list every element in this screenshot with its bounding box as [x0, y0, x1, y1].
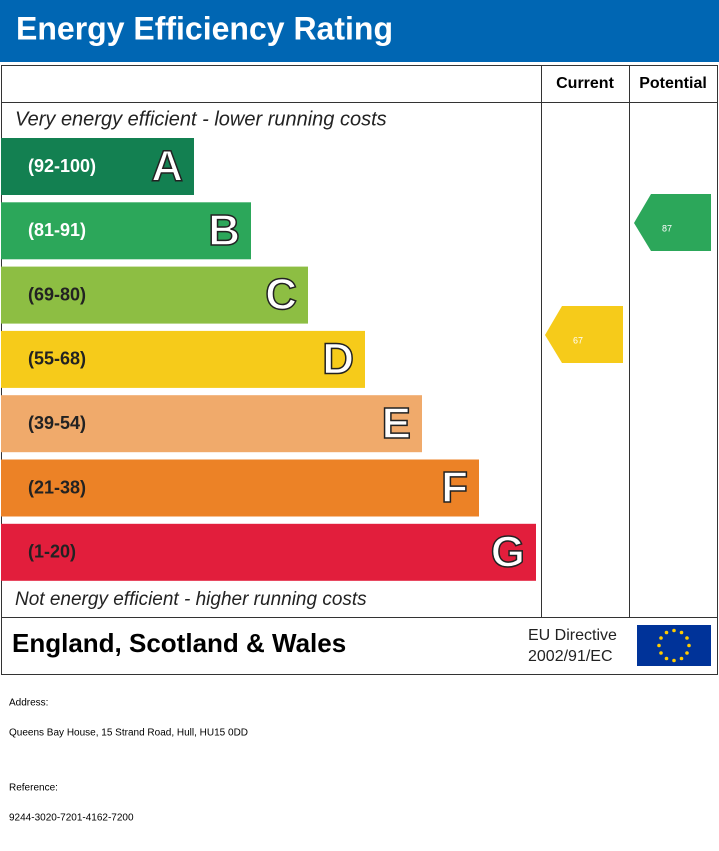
star — [659, 651, 663, 655]
band-range: (92-100) — [28, 156, 96, 176]
band — [1, 459, 479, 517]
address-label: Address: — [9, 698, 48, 709]
band-letter: E — [382, 399, 411, 448]
top-note: Very energy efficient - lower running co… — [15, 108, 387, 130]
band-letter: B — [208, 206, 240, 255]
column-header: Current — [556, 75, 614, 92]
band — [1, 202, 251, 260]
potential-rating: 87 — [662, 223, 672, 233]
star — [664, 630, 669, 635]
band — [1, 266, 308, 324]
band — [1, 138, 194, 195]
band-letter: A — [151, 142, 183, 191]
band-range: (21-38) — [28, 477, 86, 497]
star — [685, 636, 689, 640]
band-range: (1-20) — [28, 542, 76, 562]
band — [1, 395, 422, 453]
current-rating: 67 — [573, 335, 583, 345]
star — [687, 643, 691, 648]
band-range: (55-68) — [28, 349, 86, 369]
band — [1, 330, 365, 388]
band-letter: C — [265, 270, 297, 319]
reference: 9244-3020-7201-4162-7200 — [9, 813, 134, 824]
address: Queens Bay House, 15 Strand Road, Hull, … — [9, 728, 248, 739]
star — [685, 651, 689, 655]
title: Energy Efficiency Rating — [16, 10, 393, 46]
band-letter: D — [322, 335, 354, 384]
band-range: (81-91) — [28, 220, 86, 240]
band — [1, 523, 536, 581]
bottom-note: Not energy efficient - higher running co… — [15, 589, 367, 610]
current-arrow — [545, 306, 623, 363]
reference-label: Reference: — [9, 783, 58, 794]
directive: EU Directive — [528, 627, 617, 644]
star — [664, 656, 669, 661]
star — [679, 630, 684, 635]
potential-arrow — [634, 194, 711, 251]
header-bar — [0, 0, 719, 62]
band-letter: G — [491, 527, 525, 576]
star — [657, 643, 661, 648]
band-letter: F — [441, 463, 468, 512]
band-range: (69-80) — [28, 284, 86, 304]
star — [679, 656, 684, 661]
star — [672, 658, 676, 663]
band-range: (39-54) — [28, 413, 86, 433]
star — [659, 636, 663, 640]
star — [672, 628, 676, 633]
column-header: Potential — [639, 75, 707, 92]
directive: 2002/91/EC — [528, 648, 613, 665]
region: England, Scotland & Wales — [12, 628, 346, 658]
